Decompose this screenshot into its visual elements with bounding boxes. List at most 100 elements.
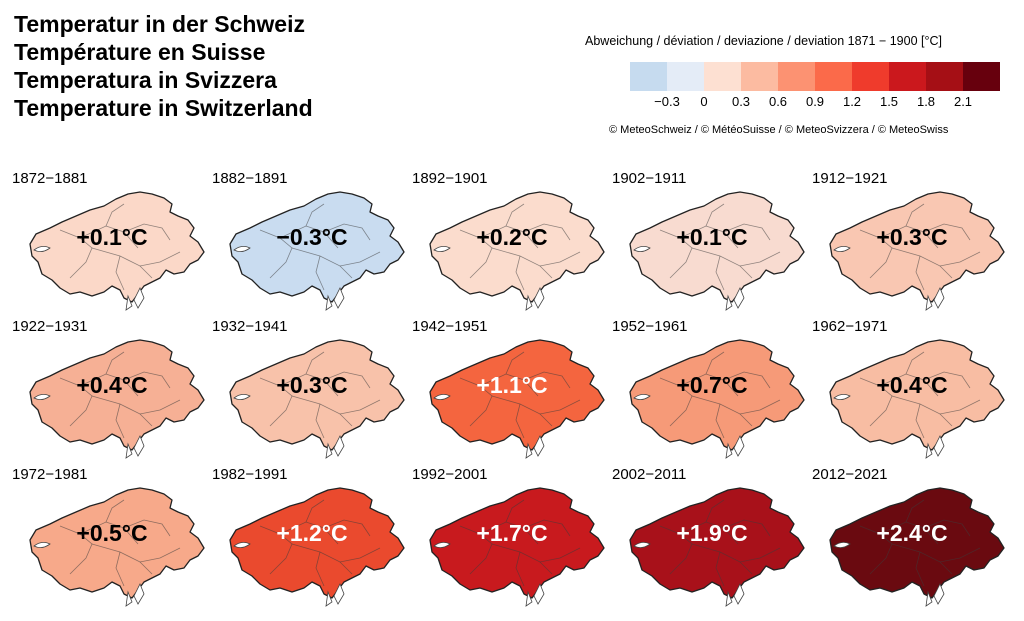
lake-shape bbox=[433, 542, 451, 548]
map-panel: 1942−1951 +1.1°C bbox=[412, 318, 612, 466]
switzerland-map bbox=[229, 487, 405, 607]
canton-border bbox=[479, 521, 539, 545]
legend-ticks: −0.3 0 0.3 0.6 0.9 1.2 1.5 1.8 2.1 bbox=[630, 94, 1000, 110]
canton-border bbox=[679, 373, 739, 397]
lake-shape bbox=[125, 442, 133, 459]
lake-shape bbox=[733, 435, 745, 457]
title-it: Temperatura in Svizzera bbox=[14, 67, 277, 93]
lake-shape bbox=[733, 583, 745, 605]
temperature-label: +0.4°C bbox=[76, 372, 148, 398]
switzerland-map bbox=[629, 487, 805, 607]
lake-shape bbox=[633, 394, 651, 400]
map-panel: 2002−2011 +1.9°C bbox=[612, 466, 812, 614]
canton-border bbox=[105, 203, 125, 227]
period-label: 2012−2021 bbox=[812, 466, 888, 483]
switzerland-map bbox=[29, 487, 205, 607]
canton-border bbox=[79, 373, 139, 397]
period-label: 1962−1971 bbox=[812, 318, 888, 335]
canton-border bbox=[523, 519, 571, 537]
canton-border bbox=[539, 265, 553, 279]
map-panel: 1982−1991 +1.2°C bbox=[212, 466, 412, 614]
canton-border bbox=[715, 551, 725, 587]
canton-border bbox=[79, 225, 139, 249]
canton-border bbox=[105, 499, 125, 523]
temperature-label: +1.2°C bbox=[276, 520, 348, 546]
legend-tick-label: 0.6 bbox=[768, 94, 788, 109]
legend-swatch bbox=[704, 62, 741, 91]
lake-shape bbox=[33, 246, 51, 252]
title-en: Temperature in Switzerland bbox=[14, 95, 313, 121]
canton-border bbox=[315, 551, 325, 587]
canton-border bbox=[279, 225, 339, 249]
map-panel: 1952−1961 +0.7°C bbox=[612, 318, 812, 466]
canton-border bbox=[139, 561, 153, 575]
canton-border bbox=[279, 521, 339, 545]
temperature-label: +0.3°C bbox=[276, 372, 348, 398]
lake-shape bbox=[833, 542, 851, 548]
canton-border bbox=[523, 223, 571, 241]
canton-border bbox=[505, 499, 525, 523]
switzerland-map bbox=[29, 191, 205, 311]
canton-border bbox=[723, 371, 771, 389]
map-panel: 1992−2001 +1.7°C bbox=[412, 466, 612, 614]
canton-border bbox=[539, 561, 553, 575]
lake-shape bbox=[725, 442, 733, 459]
switzerland-map bbox=[829, 191, 1005, 311]
legend-swatch bbox=[926, 62, 963, 91]
title-de: Temperatur in der Schweiz bbox=[14, 11, 305, 37]
lake-shape bbox=[333, 583, 345, 605]
period-label: 1872−1881 bbox=[12, 170, 88, 187]
switzerland-map bbox=[629, 339, 805, 459]
period-label: 1952−1961 bbox=[612, 318, 688, 335]
canton-border bbox=[705, 203, 725, 227]
legend-color-bar bbox=[630, 62, 1000, 91]
canton-border bbox=[279, 373, 339, 397]
canton-border bbox=[915, 255, 925, 291]
map-panel: 1902−1911 +0.1°C bbox=[612, 170, 812, 318]
switzerland-map bbox=[429, 339, 605, 459]
legend-tick-label: 0.9 bbox=[805, 94, 825, 109]
canton-border bbox=[479, 225, 539, 249]
canton-border bbox=[123, 519, 171, 537]
legend-swatch bbox=[741, 62, 778, 91]
canton-border bbox=[915, 551, 925, 587]
canton-border bbox=[305, 203, 325, 227]
legend-swatch bbox=[889, 62, 926, 91]
canton-border bbox=[339, 561, 353, 575]
canton-border bbox=[523, 371, 571, 389]
canton-border bbox=[79, 521, 139, 545]
canton-border bbox=[939, 265, 953, 279]
temperature-label: +2.4°C bbox=[876, 520, 948, 546]
lake-shape bbox=[433, 394, 451, 400]
map-panel: 2012−2021 +2.4°C bbox=[812, 466, 1012, 614]
lake-shape bbox=[525, 442, 533, 459]
temperature-label: +0.3°C bbox=[876, 224, 948, 250]
period-label: 1942−1951 bbox=[412, 318, 488, 335]
lake-shape bbox=[325, 442, 333, 459]
canton-border bbox=[115, 255, 125, 291]
lake-shape bbox=[833, 394, 851, 400]
lake-shape bbox=[533, 435, 545, 457]
map-panel: 1932−1941 +0.3°C bbox=[212, 318, 412, 466]
canton-border bbox=[515, 551, 525, 587]
period-label: 1992−2001 bbox=[412, 466, 488, 483]
switzerland-map bbox=[229, 191, 405, 311]
lake-shape bbox=[833, 246, 851, 252]
canton-border bbox=[539, 413, 553, 427]
legend-tick-label: 2.1 bbox=[953, 94, 973, 109]
temperature-label: +0.2°C bbox=[476, 224, 548, 250]
map-panel: 1892−1901 +0.2°C bbox=[412, 170, 612, 318]
legend-swatch bbox=[630, 62, 667, 91]
period-label: 1912−1921 bbox=[812, 170, 888, 187]
canton-border bbox=[905, 203, 925, 227]
canton-border bbox=[723, 519, 771, 537]
canton-border bbox=[315, 255, 325, 291]
canton-border bbox=[505, 351, 525, 375]
period-label: 1922−1931 bbox=[12, 318, 88, 335]
period-label: 1882−1891 bbox=[212, 170, 288, 187]
canton-border bbox=[505, 203, 525, 227]
canton-border bbox=[923, 371, 971, 389]
legend-swatch bbox=[667, 62, 704, 91]
temperature-label: +1.9°C bbox=[676, 520, 748, 546]
temperature-label: +1.7°C bbox=[476, 520, 548, 546]
